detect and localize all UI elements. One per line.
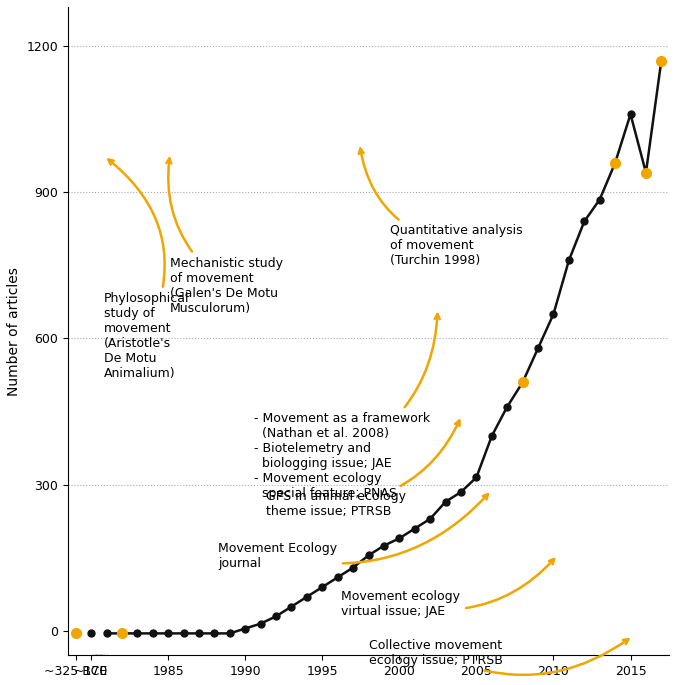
Text: Collective movement
ecology issue; PTRSB: Collective movement ecology issue; PTRSB [368, 639, 629, 675]
Text: Movement Ecology
journal: Movement Ecology journal [218, 494, 488, 570]
Text: GPS in animal ecology
theme issue; PTRSB: GPS in animal ecology theme issue; PTRSB [266, 421, 460, 518]
Text: - Movement as a framework
  (Nathan et al. 2008)
- Biotelemetry and
  biologging: - Movement as a framework (Nathan et al.… [254, 314, 439, 500]
Text: Movement ecology
virtual issue; JAE: Movement ecology virtual issue; JAE [341, 559, 554, 619]
Text: Quantitative analysis
of movement
(Turchin 1998): Quantitative analysis of movement (Turch… [359, 149, 522, 267]
Text: Mechanistic study
of movement
(Galen's De Motu
Musculorum): Mechanistic study of movement (Galen's D… [166, 158, 283, 314]
Text: Phylosophical
study of
movement
(Aristotle's
De Motu
Animalium): Phylosophical study of movement (Aristot… [104, 160, 189, 380]
Y-axis label: Number of articles: Number of articles [7, 266, 21, 395]
